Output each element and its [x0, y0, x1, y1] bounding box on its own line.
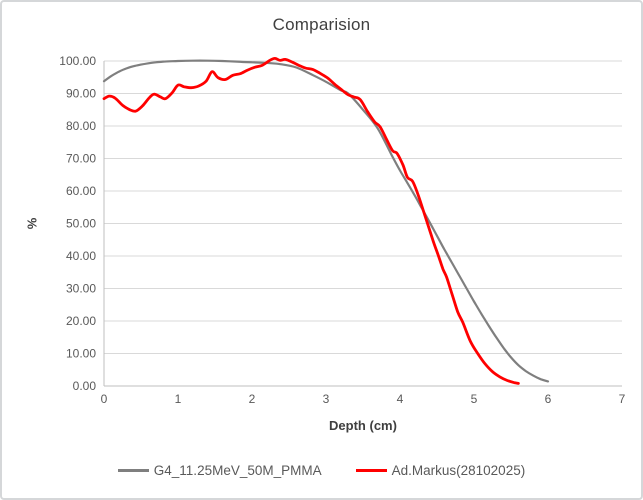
legend: G4_11.25MeV_50M_PMMA Ad.Markus(28102025) [2, 463, 641, 478]
legend-item-markus: Ad.Markus(28102025) [355, 463, 526, 478]
series-line-0 [102, 59, 550, 383]
x-tick-label: 6 [545, 392, 552, 406]
x-tick-label: 7 [619, 392, 626, 406]
legend-label-markus: Ad.Markus(28102025) [391, 463, 526, 478]
y-tick-label: 40.00 [66, 249, 96, 263]
y-tick-label: 70.00 [66, 152, 96, 166]
legend-item-g4: G4_11.25MeV_50M_PMMA [117, 463, 322, 478]
x-tick-label: 2 [249, 392, 256, 406]
y-tick-label: 60.00 [66, 184, 96, 198]
y-tick-label: 10.00 [66, 347, 96, 361]
y-tick-label: 50.00 [66, 217, 96, 231]
x-axis-title: Depth (cm) [329, 418, 397, 433]
x-tick-label: 5 [471, 392, 478, 406]
x-tick-label: 0 [101, 392, 108, 406]
legend-label-g4: G4_11.25MeV_50M_PMMA [153, 463, 322, 478]
y-tick-label: 30.00 [66, 282, 96, 296]
series-line-1 [102, 57, 520, 385]
chart-title: Comparision [272, 15, 371, 34]
plot-area: 0.00 10.00 20.00 30.00 40.00 50.00 60.00 70.00 8… [59, 54, 626, 406]
y-tick-label: 80.00 [66, 119, 96, 133]
x-tick-label: 4 [397, 392, 404, 406]
x-tick-label: 3 [323, 392, 330, 406]
y-tick-label: 90.00 [66, 87, 96, 101]
legend-swatch-markus [355, 469, 387, 472]
y-axis-title: % [24, 217, 40, 230]
legend-swatch-g4 [117, 469, 149, 472]
y-tick-label: 0.00 [73, 379, 97, 393]
x-tick-label: 1 [175, 392, 182, 406]
y-tick-label: 20.00 [66, 314, 96, 328]
y-tick-label: 100.00 [59, 54, 96, 68]
